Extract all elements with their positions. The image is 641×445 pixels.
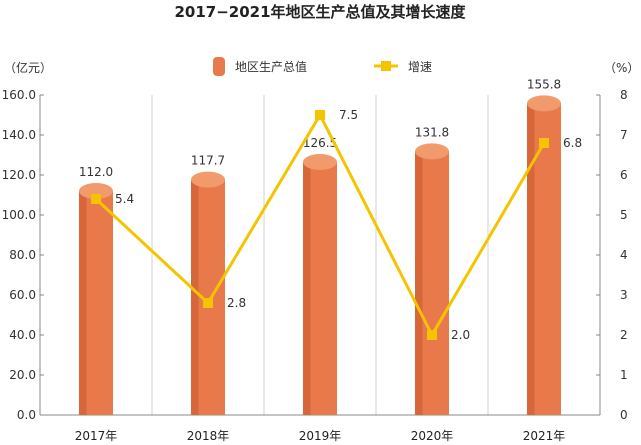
bar: [415, 143, 449, 415]
right-axis-tick-label: 6: [620, 168, 628, 182]
left-axis-tick-label: 60.0: [9, 288, 36, 302]
line-value-label: 2.8: [227, 296, 246, 310]
bar: [303, 154, 337, 415]
chart-title: 2017−2021年地区生产总值及其增长速度: [174, 3, 466, 21]
left-axis-tick-label: 20.0: [9, 368, 36, 382]
line-point: [91, 194, 101, 204]
legend-line-marker: [381, 61, 391, 71]
right-axis-tick-label: 2: [620, 328, 628, 342]
category-label: 2017年: [75, 429, 118, 443]
bar-top: [191, 171, 225, 188]
bar-series: [79, 95, 561, 416]
left-axis-tick-label: 100.0: [2, 208, 36, 222]
right-axis-unit: （%）: [604, 61, 639, 75]
bar-value-label: 131.8: [415, 125, 449, 139]
right-axis-tick-label: 7: [620, 128, 628, 142]
bar-value-label: 155.8: [527, 77, 561, 91]
line-value-label: 5.4: [115, 192, 134, 206]
right-axis-tick-label: 4: [620, 248, 628, 262]
legend-item-line: 增速: [374, 60, 432, 74]
bar-top: [415, 143, 449, 160]
bar-top: [303, 154, 337, 170]
line-value-label: 2.0: [451, 328, 470, 342]
line-point: [203, 298, 213, 308]
category-labels: 2017年 2018年 2019年 2020年 2021年: [75, 429, 566, 443]
right-axis-tick-label: 3: [620, 288, 628, 302]
legend-bar-label: 地区生产总值: [235, 59, 307, 74]
bar-shade: [527, 103, 535, 416]
right-axis-tick-label: 0: [620, 408, 628, 422]
category-label: 2021年: [523, 429, 566, 443]
bar-top: [79, 183, 113, 199]
left-axis-tick-label: 120.0: [2, 168, 36, 182]
line-value-label: 6.8: [563, 136, 582, 150]
left-axis-tick-label: 40.0: [9, 328, 36, 342]
legend-bar-swatch: [213, 57, 225, 76]
left-axis-tick-label: 140.0: [2, 128, 36, 142]
legend-item-bar: 地区生产总值: [213, 57, 307, 76]
right-axis-tick-label: 1: [620, 368, 628, 382]
grid: [151, 95, 489, 415]
left-axis-tick-label: 0.0: [17, 408, 36, 422]
bar-value-labels: 112.0 117.7 126.5 131.8 155.8: [79, 77, 561, 179]
bar-shade: [79, 191, 87, 415]
legend-line-label: 增速: [408, 60, 432, 74]
line-point: [315, 110, 325, 120]
left-axis-tick-label: 160.0: [2, 88, 36, 102]
left-axis-tick-label: 80.0: [9, 248, 36, 262]
right-axis-tick-label: 5: [620, 208, 628, 222]
bar-value-label: 117.7: [191, 154, 225, 168]
category-label: 2019年: [299, 429, 342, 443]
bar: [527, 95, 561, 416]
bar-value-label: 126.5: [303, 136, 337, 150]
left-axis-ticks: 0.0 20.0 40.0 60.0 80.0 100.0 120.0 140.0 160.0: [2, 88, 44, 422]
bar-shade: [191, 179, 199, 415]
bar-shade: [303, 162, 311, 415]
line-point: [427, 330, 437, 340]
category-label: 2018年: [187, 429, 230, 443]
line-value-label: 7.5: [339, 108, 358, 122]
bar: [79, 183, 113, 415]
bar-value-label: 112.0: [79, 165, 113, 179]
line-series: 5.4 2.8 7.5 2.0 6.8: [91, 108, 582, 342]
bar-shade: [415, 151, 423, 415]
left-axis-unit: （亿元）: [4, 60, 52, 75]
right-axis-tick-label: 8: [620, 88, 628, 102]
category-label: 2020年: [411, 429, 454, 443]
legend: 地区生产总值 增速: [213, 57, 432, 76]
bar: [191, 171, 225, 415]
right-axis-ticks: 0 1 2 3 4 5 6 7 8: [596, 88, 628, 422]
line-point: [539, 138, 549, 148]
bar-top: [527, 95, 561, 112]
